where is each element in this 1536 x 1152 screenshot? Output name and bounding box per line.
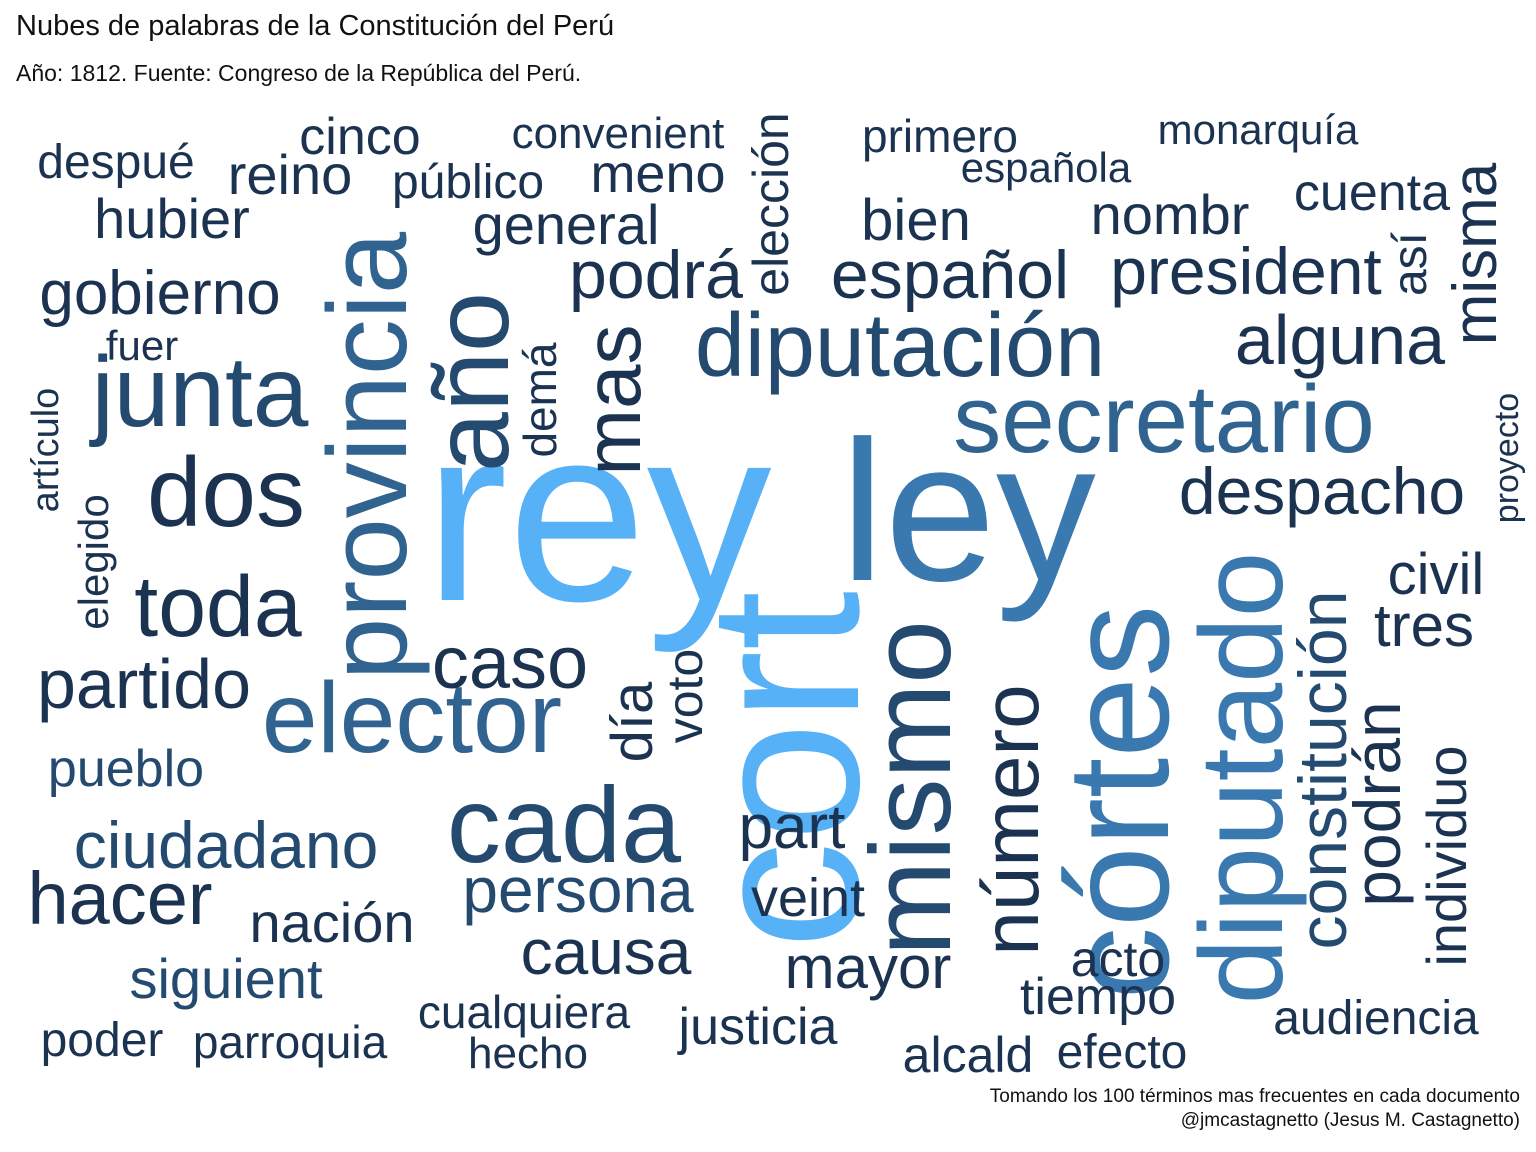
- word-podrán: podrán: [1340, 701, 1414, 907]
- word-cualquiera: cualquiera: [418, 986, 631, 1038]
- word-artículo: artículo: [25, 388, 67, 513]
- word-primero: primero: [862, 110, 1018, 162]
- word-convenient: convenient: [512, 109, 725, 158]
- word-público: público: [392, 156, 544, 209]
- word-voto: voto: [657, 649, 713, 744]
- word-mayor: mayor: [785, 934, 952, 1001]
- word-fuer: fuer: [106, 322, 178, 369]
- word-córtes: córtes: [1037, 605, 1199, 1000]
- word-partido: partido: [37, 645, 251, 723]
- word-junta: junta: [89, 336, 309, 448]
- word-mismo: mismo: [848, 620, 975, 956]
- word-tiempo: tiempo: [1020, 968, 1176, 1026]
- word-mas: mas: [568, 324, 657, 475]
- word-parroquia: parroquia: [193, 1016, 388, 1068]
- chart-subtitle: Año: 1812. Fuente: Congreso de la Repúbl…: [16, 60, 582, 86]
- word-civil: civil: [1388, 542, 1485, 607]
- word-ciudadano: ciudadano: [74, 808, 379, 882]
- word-dos: dos: [147, 437, 305, 547]
- word-elegido: elegido: [70, 494, 117, 629]
- word-justicia: justicia: [677, 998, 838, 1056]
- word-secretario: secretario: [953, 366, 1375, 473]
- word-elector: elector: [262, 662, 562, 774]
- word-constitución: constitución: [1285, 590, 1361, 949]
- word-provincia: provincia: [305, 231, 430, 680]
- word-reino: reino: [228, 143, 353, 206]
- word-despué: despué: [37, 136, 194, 189]
- word-general: general: [473, 193, 660, 256]
- word-monarquía: monarquía: [1158, 106, 1359, 153]
- word-proyecto: proyecto: [1488, 393, 1526, 523]
- word-alguna: alguna: [1235, 301, 1445, 379]
- word-demá: demá: [514, 342, 566, 457]
- word-número: número: [966, 684, 1055, 955]
- word-bien: bien: [861, 188, 971, 253]
- word-misma: misma: [1441, 162, 1510, 345]
- word-tres: tres: [1374, 592, 1474, 659]
- word-individuo: individuo: [1415, 745, 1478, 966]
- word-diputación: diputación: [695, 296, 1105, 396]
- word-poder: poder: [41, 1014, 164, 1067]
- word-así: así: [1384, 231, 1437, 296]
- chart-title: Nubes de palabras de la Constitución del…: [16, 10, 615, 42]
- word-cort: cort: [663, 591, 904, 949]
- word-día: día: [600, 681, 665, 762]
- word-toda: toda: [134, 559, 302, 655]
- word-veint: veint: [751, 868, 865, 928]
- word-despacho: despacho: [1179, 454, 1465, 528]
- word-año: año: [410, 292, 531, 472]
- word-nombr: nombr: [1091, 183, 1250, 246]
- word-part: part: [739, 793, 846, 862]
- word-caso: caso: [432, 621, 588, 704]
- word-siguient: siguient: [129, 947, 322, 1010]
- word-hecho: hecho: [468, 1029, 588, 1078]
- word-acto: acto: [1071, 931, 1166, 987]
- word-nación: nación: [249, 891, 414, 954]
- word-audiencia: audiencia: [1273, 992, 1479, 1045]
- word-causa: causa: [521, 916, 692, 988]
- word-podrá: podrá: [569, 237, 743, 313]
- word-meno: meno: [590, 144, 725, 204]
- word-español: español: [831, 237, 1069, 313]
- word-alcald: alcald: [903, 1027, 1034, 1083]
- word-cuenta: cuenta: [1294, 164, 1450, 222]
- word-cada: cada: [447, 764, 682, 885]
- word-pueblo: pueblo: [48, 740, 204, 798]
- word-diputado: diputado: [1176, 552, 1308, 1005]
- word-ley: ley: [840, 400, 1096, 623]
- word-hubier: hubier: [94, 187, 250, 250]
- word-cinco: cinco: [299, 108, 420, 166]
- word-elección: elección: [743, 112, 799, 295]
- word-rey: rey: [424, 374, 771, 653]
- caption-note: Tomando los 100 términos mas frecuentes …: [989, 1086, 1520, 1107]
- caption-author: @jmcastagnetto (Jesus M. Castagnetto): [1180, 1110, 1520, 1131]
- word-efecto: efecto: [1057, 1026, 1188, 1079]
- word-persona: persona: [462, 854, 694, 926]
- word-hacer: hacer: [27, 857, 212, 940]
- word-president: president: [1110, 234, 1382, 308]
- word-española: española: [961, 144, 1132, 191]
- word-gobierno: gobierno: [39, 259, 280, 328]
